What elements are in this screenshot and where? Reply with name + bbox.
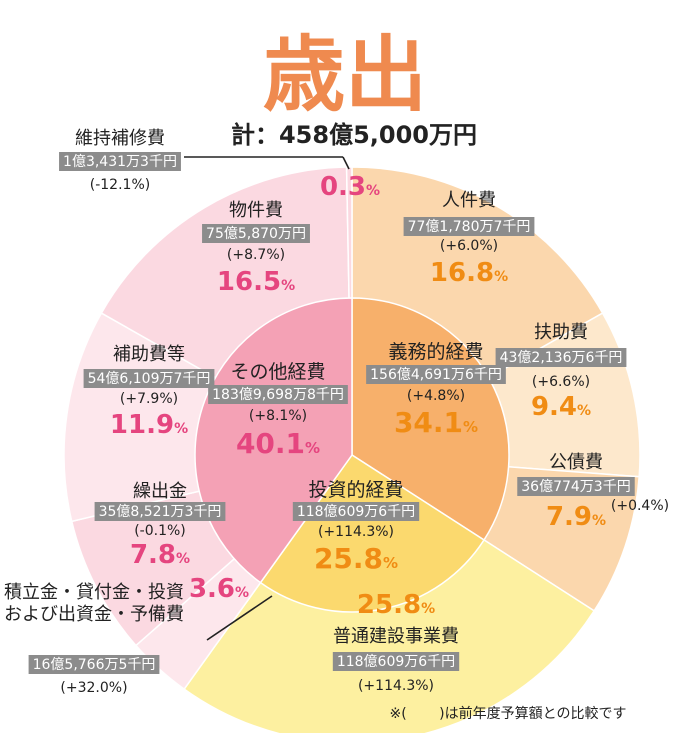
leader-line bbox=[342, 156, 350, 170]
outer-slice-amount-box bbox=[202, 224, 310, 243]
inner-slice-name: その他経費 bbox=[230, 361, 325, 383]
outer-slice-change: (+8.7%) bbox=[227, 247, 285, 263]
outer-slice-amount-box bbox=[59, 152, 181, 171]
leader-lines bbox=[184, 156, 350, 641]
outer-slice-name: 扶助費 bbox=[534, 322, 588, 343]
outer-slice-percent: 3.6% bbox=[189, 574, 249, 604]
outer-slice-amount: 77億1,780万7千円 bbox=[408, 219, 531, 235]
outer-slice-amount: 54億6,109万7千円 bbox=[88, 371, 211, 387]
inner-slice-amount: 183億9,698万8千円 bbox=[212, 387, 344, 403]
inner-slice-amount-box bbox=[366, 365, 506, 384]
outer-slice-name: 積立金・貸付金・投資 bbox=[4, 582, 184, 603]
inner-slice-name: 投資的経費 bbox=[308, 479, 403, 501]
inner-slice-amount-box bbox=[208, 385, 348, 404]
inner-slice-change: (+8.1%) bbox=[249, 408, 307, 424]
outer-slice-name: 補助費等 bbox=[113, 344, 185, 365]
outer-slice-change: (+6.6%) bbox=[532, 374, 590, 390]
inner-slice bbox=[194, 297, 353, 584]
outer-slice-change: (-12.1%) bbox=[90, 177, 150, 193]
inner-slice-change: (+114.3%) bbox=[318, 524, 394, 540]
inner-slice-change: (+4.8%) bbox=[407, 388, 465, 404]
outer-slice-amount: 35億8,521万3千円 bbox=[99, 504, 222, 520]
outer-slice-name: 公債費 bbox=[549, 452, 603, 473]
chart-title: 歳出 bbox=[263, 27, 427, 123]
outer-slice-percent: 16.8% bbox=[430, 258, 508, 288]
outer-slice-name: 維持補修費 bbox=[75, 128, 165, 149]
outer-slice-amount-box bbox=[94, 502, 226, 521]
outer-slice-amount: 75億5,870万円 bbox=[206, 226, 306, 242]
outer-slice-name: および出資金・予備費 bbox=[4, 604, 184, 625]
inner-slice-amount: 156億4,691万6千円 bbox=[370, 367, 502, 383]
leader-line bbox=[206, 595, 273, 641]
outer-slice-amount-box bbox=[495, 348, 627, 367]
outer-slice-change: (+0.4%) bbox=[611, 498, 669, 514]
inner-slice bbox=[259, 453, 486, 613]
inner-ring bbox=[194, 297, 510, 613]
total-amount: 計：458億5,000万円 bbox=[231, 121, 477, 149]
outer-slice-amount: 118億609万6千円 bbox=[337, 654, 455, 670]
outer-slice-amount: 1億3,431万3千円 bbox=[63, 154, 177, 170]
outer-slice-change: (+32.0%) bbox=[60, 680, 127, 696]
outer-slice-name: 人件費 bbox=[442, 190, 496, 211]
outer-slice-change: (+114.3%) bbox=[358, 678, 434, 694]
outer-slice-amount-box bbox=[28, 655, 160, 674]
outer-slice-amount-box bbox=[403, 217, 535, 236]
outer-slice-name: 繰出金 bbox=[133, 481, 187, 502]
outer-slice-amount-box bbox=[517, 477, 635, 496]
outer-slice-change: (+6.0%) bbox=[440, 238, 498, 254]
outer-slice-amount: 36億774万3千円 bbox=[521, 479, 630, 495]
outer-slice-change: (+7.9%) bbox=[120, 391, 178, 407]
outer-slice-amount-box bbox=[83, 369, 215, 388]
outer-slice-name: 物件費 bbox=[229, 200, 283, 221]
outer-slice-amount-box bbox=[332, 652, 460, 671]
outer-slice-name: 普通建設事業費 bbox=[333, 626, 459, 647]
comparison-note: ※( )は前年度予算額との比較です bbox=[390, 705, 627, 722]
inner-slice-amount-box bbox=[292, 502, 420, 521]
inner-slice-amount: 118億609万6千円 bbox=[297, 504, 415, 520]
outer-slice-amount: 16億5,766万5千円 bbox=[33, 657, 156, 673]
inner-slice-name: 義務的経費 bbox=[388, 341, 483, 363]
outer-slice-amount: 43億2,136万6千円 bbox=[500, 350, 623, 366]
outer-slice-change: (-0.1%) bbox=[134, 523, 186, 539]
